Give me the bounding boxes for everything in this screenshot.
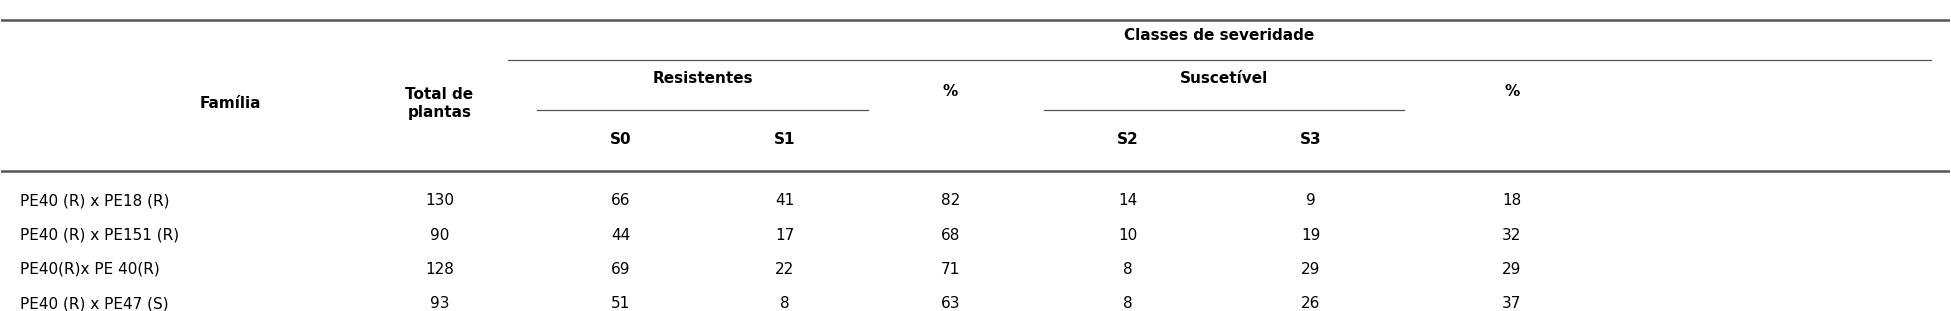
Text: 82: 82 bbox=[940, 193, 960, 208]
Text: 41: 41 bbox=[775, 193, 794, 208]
Text: PE40 (R) x PE151 (R): PE40 (R) x PE151 (R) bbox=[20, 228, 179, 243]
Text: Família: Família bbox=[201, 96, 261, 111]
Text: 26: 26 bbox=[1301, 296, 1321, 311]
Text: 32: 32 bbox=[1502, 228, 1522, 243]
Text: 69: 69 bbox=[611, 262, 630, 277]
Text: 8: 8 bbox=[1122, 296, 1132, 311]
Text: 18: 18 bbox=[1502, 193, 1522, 208]
Text: PE40 (R) x PE47 (S): PE40 (R) x PE47 (S) bbox=[20, 296, 170, 311]
Text: 128: 128 bbox=[425, 262, 455, 277]
Text: 29: 29 bbox=[1301, 262, 1321, 277]
Text: 22: 22 bbox=[775, 262, 794, 277]
Text: 90: 90 bbox=[429, 228, 449, 243]
Text: 68: 68 bbox=[940, 228, 960, 243]
Text: 29: 29 bbox=[1502, 262, 1522, 277]
Text: 8: 8 bbox=[1122, 262, 1132, 277]
Text: S2: S2 bbox=[1116, 132, 1139, 147]
Text: 19: 19 bbox=[1301, 228, 1321, 243]
Text: 14: 14 bbox=[1118, 193, 1137, 208]
Text: Resistentes: Resistentes bbox=[652, 71, 753, 86]
Text: 37: 37 bbox=[1502, 296, 1522, 311]
Text: 71: 71 bbox=[940, 262, 960, 277]
Text: Suscetível: Suscetível bbox=[1180, 71, 1268, 86]
Text: S1: S1 bbox=[775, 132, 796, 147]
Text: 51: 51 bbox=[611, 296, 630, 311]
Text: Total de
plantas: Total de plantas bbox=[406, 87, 474, 120]
Text: S0: S0 bbox=[611, 132, 632, 147]
Text: PE40(R)x PE 40(R): PE40(R)x PE 40(R) bbox=[20, 262, 160, 277]
Text: 10: 10 bbox=[1118, 228, 1137, 243]
Text: S3: S3 bbox=[1299, 132, 1321, 147]
Text: PE40 (R) x PE18 (R): PE40 (R) x PE18 (R) bbox=[20, 193, 170, 208]
Text: 93: 93 bbox=[429, 296, 449, 311]
Text: Classes de severidade: Classes de severidade bbox=[1124, 28, 1315, 43]
Text: 44: 44 bbox=[611, 228, 630, 243]
Text: 66: 66 bbox=[611, 193, 630, 208]
Text: 17: 17 bbox=[775, 228, 794, 243]
Text: 8: 8 bbox=[780, 296, 790, 311]
Text: %: % bbox=[1504, 84, 1520, 99]
Text: 63: 63 bbox=[940, 296, 960, 311]
Text: %: % bbox=[942, 84, 958, 99]
Text: 9: 9 bbox=[1305, 193, 1315, 208]
Text: 130: 130 bbox=[425, 193, 455, 208]
